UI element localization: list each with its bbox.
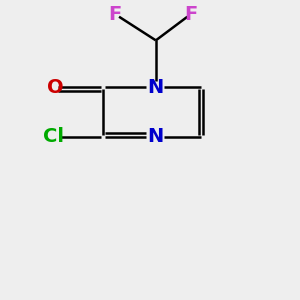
- Text: F: F: [108, 4, 122, 24]
- Text: N: N: [148, 78, 164, 97]
- Text: Cl: Cl: [43, 127, 64, 146]
- Text: F: F: [184, 4, 197, 24]
- Text: N: N: [148, 127, 164, 146]
- Text: O: O: [47, 78, 64, 97]
